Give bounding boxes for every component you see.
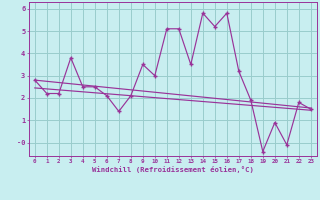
X-axis label: Windchill (Refroidissement éolien,°C): Windchill (Refroidissement éolien,°C) [92,166,254,173]
